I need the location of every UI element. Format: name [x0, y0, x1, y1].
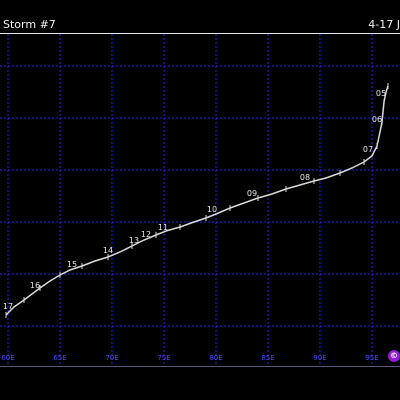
storm-title: Storm #7 — [3, 18, 56, 31]
lon-label-85e: 85E — [261, 354, 274, 362]
map-bottom-border — [0, 366, 400, 367]
lon-label-75e: 75E — [157, 354, 170, 362]
track-ticks — [5, 83, 389, 318]
day-label-13: 13 — [129, 236, 139, 245]
lon-label-80e: 80E — [209, 354, 222, 362]
lon-label-65e: 65E — [53, 354, 66, 362]
day-label-14: 14 — [103, 246, 113, 255]
storm-track-line — [5, 85, 389, 316]
lon-label-90e: 90E — [313, 354, 326, 362]
day-label-11: 11 — [158, 223, 168, 232]
day-label-06: 06 — [372, 115, 382, 124]
lat-lon-grid — [0, 34, 400, 366]
day-label-09: 09 — [247, 189, 257, 198]
lon-label-70e: 70E — [105, 354, 118, 362]
day-label-08: 08 — [300, 173, 310, 182]
longitude-labels: 60E 65E 70E 75E 80E 85E 90E 95E — [1, 354, 378, 362]
day-label-15: 15 — [67, 260, 77, 269]
day-label-16: 16 — [30, 281, 40, 290]
date-range: 4-17 J — [368, 18, 400, 31]
lon-label-95e: 95E — [365, 354, 378, 362]
copyright-icon[interactable]: © — [388, 350, 400, 362]
lon-label-60e: 60E — [1, 354, 14, 362]
day-label-10: 10 — [207, 205, 217, 214]
day-label-07: 07 — [363, 145, 373, 154]
day-label-12: 12 — [141, 230, 151, 239]
day-label-17: 17 — [3, 302, 13, 311]
day-label-05: 05 — [376, 89, 386, 98]
header-divider — [0, 33, 400, 34]
